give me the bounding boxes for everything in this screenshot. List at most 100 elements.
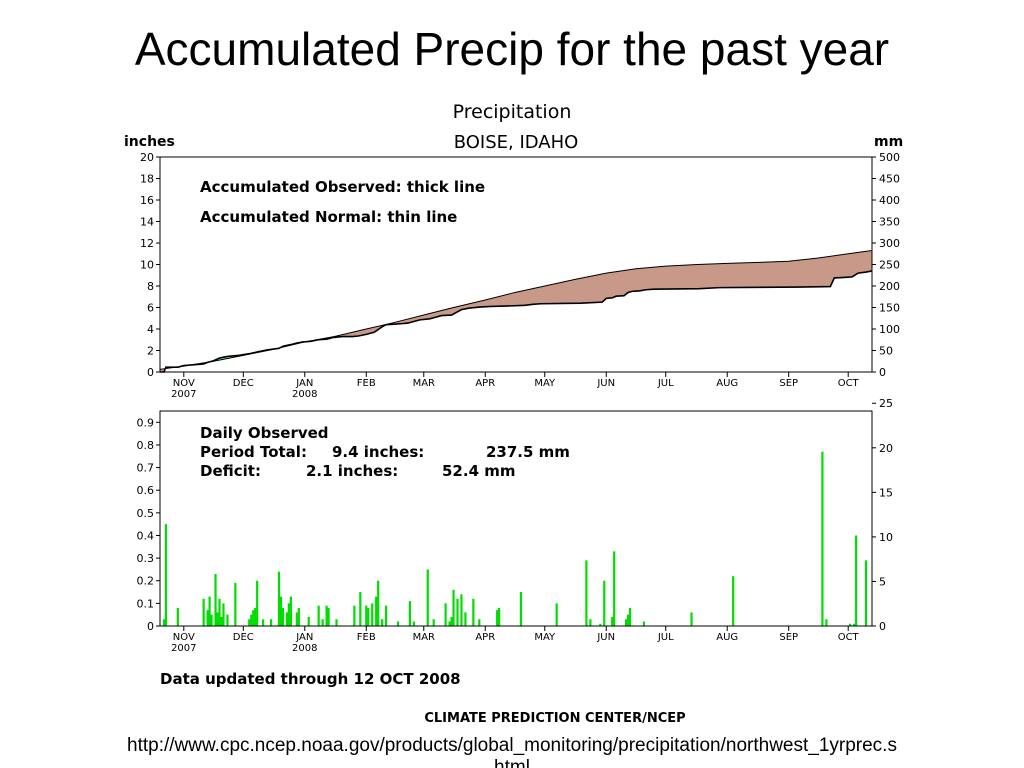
bottom-month-label: AUG — [716, 632, 738, 643]
top-month-label: NOV — [173, 378, 195, 389]
top-left-tick-label: 4 — [147, 323, 154, 336]
daily-bar — [444, 603, 447, 626]
daily-bar — [208, 596, 211, 626]
bottom-month-label: JUN — [596, 632, 615, 643]
top-left-tick-label: 10 — [140, 259, 154, 272]
daily-bar — [234, 583, 237, 626]
bottom-left-tick-label: 0.5 — [137, 507, 155, 520]
top-left-tick-label: 6 — [147, 302, 154, 315]
daily-bar — [849, 623, 852, 626]
daily-bar — [624, 619, 628, 626]
daily-bar — [216, 612, 219, 626]
bottom-left-tick-label: 0.1 — [137, 597, 155, 610]
daily-bar — [864, 560, 868, 626]
daily-bar — [287, 603, 291, 626]
top-left-unit-label: inches — [124, 134, 175, 150]
daily-bar — [218, 598, 221, 626]
bottom-month-label: DEC — [233, 632, 254, 643]
daily-bar — [853, 623, 856, 626]
period-total-mm: 237.5 mm — [486, 443, 570, 461]
top-year-label: 2008 — [292, 389, 317, 400]
daily-bar — [277, 571, 281, 626]
top-left-tick-label: 16 — [140, 194, 154, 207]
daily-bar — [626, 614, 630, 626]
top-left-tick-label: 18 — [140, 173, 154, 186]
daily-bar — [452, 589, 455, 626]
top-month-label: APR — [475, 378, 495, 389]
daily-bar — [821, 451, 824, 626]
bottom-left-tick-label: 0.7 — [137, 462, 155, 475]
top-month-label: JUN — [596, 378, 615, 389]
bottom-left-tick-label: 0.9 — [137, 416, 155, 429]
daily-bar — [214, 573, 217, 626]
daily-bar — [317, 605, 320, 626]
daily-bar — [226, 614, 229, 626]
top-right-tick-label: 250 — [879, 259, 900, 272]
daily-bar — [496, 610, 499, 626]
daily-bar — [176, 607, 179, 626]
daily-bar — [256, 580, 259, 626]
bottom-left-tick-label: 0.8 — [137, 439, 155, 452]
daily-bar — [297, 607, 300, 626]
daily-bar — [367, 607, 370, 626]
period-total-label: Period Total: — [200, 443, 307, 461]
daily-bar — [377, 580, 380, 626]
top-right-tick-label: 100 — [879, 323, 900, 336]
source-url-continued: html — [494, 757, 530, 768]
slide-title: Accumulated Precip for the past year — [134, 23, 890, 75]
daily-bar — [325, 605, 328, 626]
top-right-tick-label: 50 — [879, 345, 893, 358]
bottom-left-tick-label: 0.6 — [137, 484, 155, 497]
top-left-tick-label: 8 — [147, 280, 154, 293]
daily-bar — [220, 616, 223, 626]
source-url: http://www.cpc.ncep.noaa.gov/products/gl… — [127, 735, 897, 756]
bottom-month-label: FEB — [357, 632, 376, 643]
daily-bar — [279, 596, 283, 626]
daily-bar — [164, 524, 168, 626]
bottom-month-label: APR — [475, 632, 495, 643]
top-right-tick-label: 400 — [879, 194, 900, 207]
bottom-left-tick-label: 0.2 — [137, 575, 155, 588]
bottom-right-tick-label: 15 — [879, 486, 893, 499]
daily-bar — [555, 603, 558, 626]
bottom-month-label: OCT — [838, 632, 860, 643]
daily-bar — [250, 614, 253, 626]
legend-observed: Accumulated Observed: thick line — [200, 178, 485, 196]
daily-bar — [248, 619, 251, 626]
daily-bar — [254, 607, 257, 626]
daily-bar — [690, 612, 693, 626]
top-month-label: AUG — [716, 378, 738, 389]
daily-bar — [210, 614, 213, 626]
daily-bar — [269, 619, 273, 626]
daily-bar — [307, 616, 310, 626]
bottom-left-tick-label: 0.4 — [137, 529, 155, 542]
bottom-month-label: SEP — [779, 632, 798, 643]
top-right-tick-label: 300 — [879, 237, 900, 250]
top-right-tick-label: 200 — [879, 280, 900, 293]
daily-bar — [381, 619, 384, 626]
top-left-tick-label: 20 — [140, 151, 154, 164]
top-right-tick-label: 500 — [879, 151, 900, 164]
top-right-tick-label: 350 — [879, 216, 900, 229]
bottom-right-tick-label: 20 — [879, 442, 893, 455]
top-month-label: FEB — [357, 378, 376, 389]
bottom-frame — [159, 410, 873, 627]
bottom-year-label: 2007 — [171, 643, 196, 654]
bottom-month-label: MAR — [413, 632, 435, 643]
daily-bar — [412, 621, 415, 626]
figure-location: BOISE, IDAHO — [454, 132, 579, 153]
top-year-label: 2007 — [171, 389, 196, 400]
daily-bar — [825, 619, 828, 626]
daily-bar — [384, 605, 388, 626]
daily-bar — [289, 596, 292, 626]
top-right-tick-label: 0 — [879, 366, 886, 379]
bottom-right-tick-label: 25 — [879, 397, 893, 410]
daily-bar — [498, 607, 501, 626]
daily-bar — [456, 598, 459, 626]
daily-bar — [335, 619, 338, 626]
daily-bar — [285, 612, 289, 626]
bottom-month-label: JUL — [657, 632, 674, 643]
figure-title: Precipitation — [453, 101, 572, 123]
